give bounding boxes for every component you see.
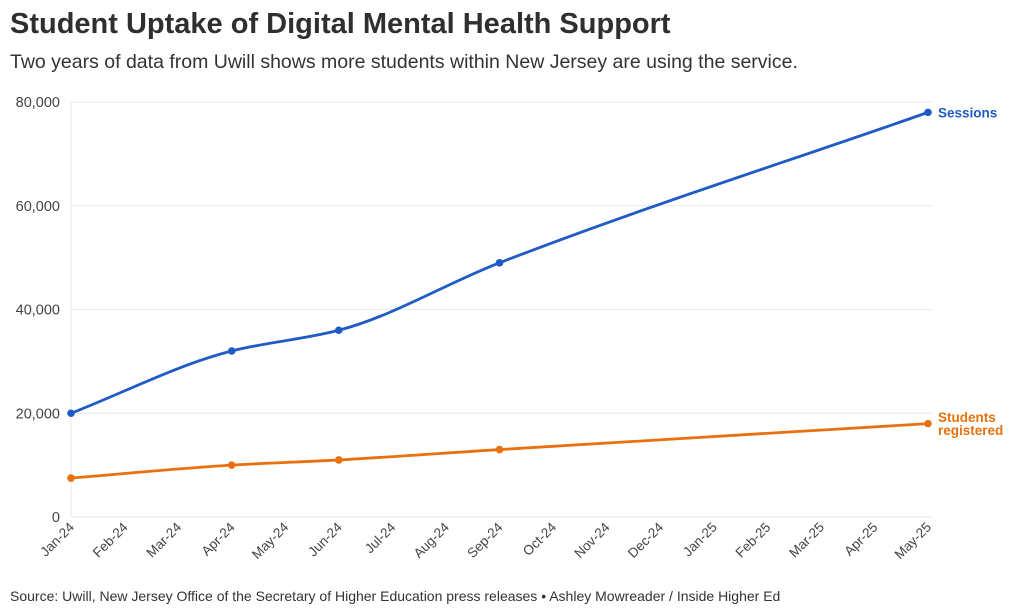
x-tick-label: Dec-24 — [625, 519, 667, 561]
y-tick-label: 60,000 — [16, 199, 60, 215]
x-tick-label: Jan-25 — [680, 520, 720, 560]
y-tick-label: 40,000 — [16, 303, 60, 319]
data-point — [924, 419, 932, 428]
data-point — [335, 456, 343, 464]
data-point — [495, 445, 504, 454]
source-note: Source: Uwill, New Jersey Office of the … — [10, 588, 781, 604]
x-tick-label: Mar-24 — [143, 519, 184, 560]
y-tick-label: 20,000 — [16, 406, 60, 422]
x-tick-label: Oct-24 — [520, 519, 560, 559]
x-tick-label: Sep-24 — [464, 519, 506, 561]
x-tick-label: Apr-25 — [841, 520, 880, 559]
series-lines — [67, 108, 932, 482]
x-tick-label: Jun-24 — [305, 519, 345, 559]
data-point — [924, 108, 932, 117]
x-axis: Jan-24 Feb-24 Mar-24 Apr-24 May-24 Jun-24 Jul-… — [37, 519, 934, 562]
x-tick-label: Mar-25 — [786, 520, 827, 561]
y-tick-label: 0 — [52, 510, 60, 526]
data-point — [67, 409, 75, 418]
x-tick-label: Nov-24 — [571, 519, 613, 561]
data-point — [227, 347, 236, 355]
data-point — [495, 259, 504, 267]
series-label: registered — [938, 423, 1003, 438]
data-point — [227, 461, 236, 469]
chart-title: Student Uptake of Digital Mental Health … — [10, 8, 671, 40]
y-axis: 0 20,000 40,000 60,000 80,000 — [16, 95, 60, 526]
x-tick-label: Jul-24 — [362, 519, 399, 556]
chart-subtitle: Two years of data from Uwill shows more … — [10, 51, 798, 73]
y-tick-label: 80,000 — [16, 95, 60, 111]
x-tick-label: Feb-25 — [733, 520, 774, 561]
series-line — [69, 422, 930, 480]
series-line — [69, 110, 930, 415]
grid-lines — [70, 101, 932, 518]
x-tick-label: May-25 — [892, 520, 934, 562]
data-point — [335, 326, 343, 335]
data-point — [67, 474, 75, 482]
x-tick-label: Aug-24 — [411, 519, 453, 561]
x-tick-label: May-24 — [249, 519, 292, 562]
x-tick-label: Feb-24 — [90, 519, 131, 560]
x-tick-label: Apr-24 — [199, 519, 239, 559]
series-label: Sessions — [938, 105, 997, 120]
series-label: Students — [938, 410, 996, 425]
